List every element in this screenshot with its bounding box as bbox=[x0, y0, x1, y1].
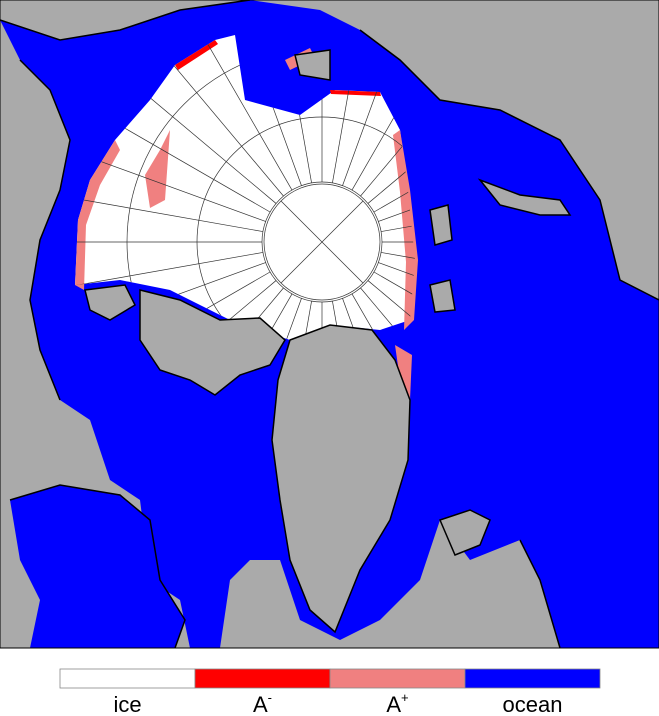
coastline bbox=[519, 539, 561, 648]
coastline bbox=[0, 0, 659, 301]
legend-label-text: ocean bbox=[503, 692, 563, 716]
meridian bbox=[75, 271, 271, 340]
map bbox=[0, 0, 659, 648]
legend-label: A+ bbox=[386, 690, 408, 716]
meridian bbox=[351, 35, 415, 191]
legend-label: ice bbox=[113, 692, 141, 716]
legend-swatch bbox=[194, 668, 331, 689]
legend-swatch bbox=[464, 668, 601, 689]
legend-swatch bbox=[329, 668, 466, 689]
legend-label-text: A bbox=[386, 692, 401, 716]
anomaly-positive bbox=[75, 140, 120, 290]
meridian bbox=[252, 35, 312, 183]
legend-label-text: ice bbox=[113, 692, 141, 716]
meridian bbox=[360, 35, 415, 197]
coastline bbox=[19, 59, 71, 401]
legend: ice A- A+ ocean bbox=[59, 668, 601, 716]
map-frame bbox=[0, 0, 659, 649]
island bbox=[429, 279, 456, 313]
legend-label-sup: + bbox=[401, 690, 409, 705]
meridian bbox=[184, 35, 302, 186]
legend-label: ocean bbox=[503, 692, 563, 716]
legend-label-sup: - bbox=[268, 690, 272, 705]
meridian bbox=[75, 104, 266, 222]
anomaly-positive bbox=[145, 130, 170, 208]
island bbox=[84, 284, 136, 321]
anomaly-positive bbox=[393, 130, 418, 330]
island bbox=[477, 178, 572, 216]
anomaly-negative bbox=[330, 90, 381, 96]
legend-label-text: A bbox=[253, 692, 268, 716]
island bbox=[294, 49, 331, 81]
meridian bbox=[75, 252, 263, 312]
ocean-region bbox=[140, 430, 230, 600]
island bbox=[429, 204, 453, 246]
archipelago bbox=[139, 289, 286, 396]
greenland bbox=[271, 324, 411, 634]
coastline bbox=[9, 484, 186, 648]
ocean-region bbox=[10, 485, 185, 648]
legend-label: A- bbox=[253, 690, 272, 716]
island bbox=[438, 509, 491, 556]
meridian bbox=[332, 35, 392, 183]
meridian bbox=[342, 35, 415, 186]
meridian bbox=[75, 280, 277, 340]
anomaly-negative bbox=[175, 40, 218, 70]
meridian bbox=[75, 172, 263, 232]
anomaly-positive bbox=[395, 345, 412, 400]
legend-swatch bbox=[59, 668, 196, 689]
